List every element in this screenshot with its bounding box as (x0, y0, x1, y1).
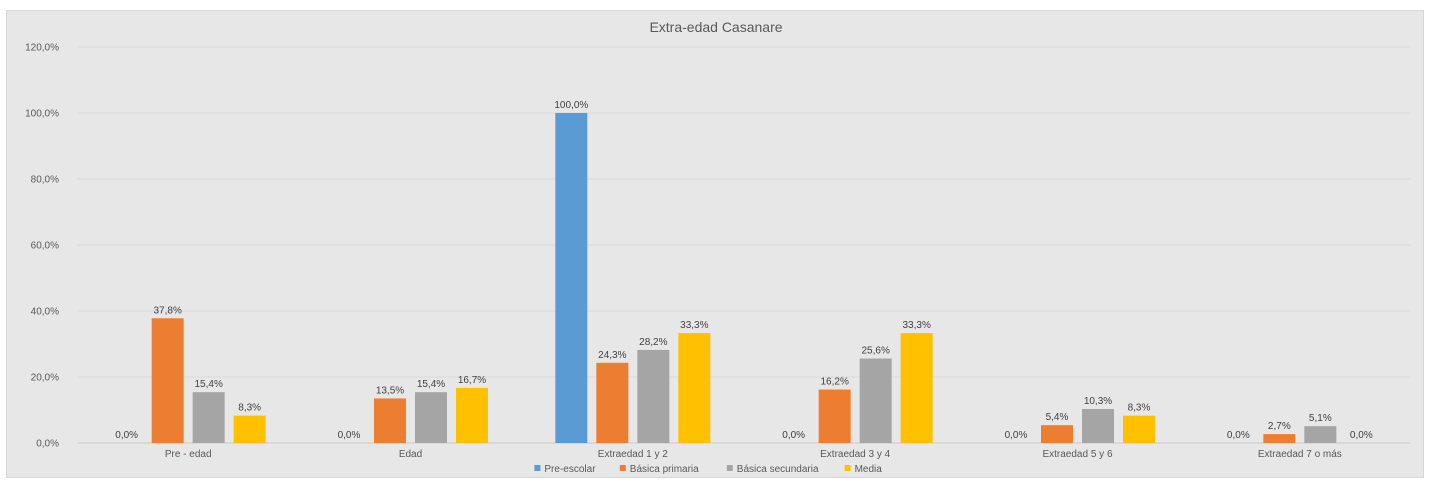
x-category-label: Extraedad 3 y 4 (820, 449, 890, 460)
chart-title: Extra-edad Casanare (649, 19, 782, 35)
legend-swatch (726, 465, 733, 471)
bar (456, 387, 488, 443)
bar-chart: Extra-edad Casanare 0,0% 20,0% 40,0% 60,0% 8… (25, 19, 1411, 475)
bar (1123, 415, 1155, 443)
bar (1304, 426, 1337, 443)
legend-item: Básica primaria (619, 464, 699, 475)
bar (233, 415, 266, 443)
x-category-label: Extraedad 1 y 2 (598, 449, 668, 460)
legend-item: Básica secundaria (726, 464, 819, 475)
legend-label: Pre-escolar (544, 464, 596, 475)
y-axis-ticks: 0,0% 20,0% 40,0% 60,0% 80,0% 100,0% 120,0% (25, 43, 59, 450)
bar (151, 318, 184, 443)
x-category-label: Pre - edad (165, 449, 212, 460)
data-label: 8,3% (1128, 403, 1151, 414)
data-label: 8,3% (238, 403, 261, 414)
x-category-label: Extraedad 5 y 6 (1042, 449, 1112, 460)
data-label: 15,4% (417, 379, 445, 390)
bar (1263, 434, 1296, 443)
x-category-label: Edad (399, 449, 422, 460)
y-tick-label: 0,0% (36, 439, 59, 450)
data-label: 0,0% (115, 430, 138, 441)
y-tick-label: 80,0% (31, 175, 59, 186)
data-label: 15,4% (194, 379, 222, 390)
gridlines (77, 46, 1411, 444)
data-label: 37,8% (153, 305, 181, 316)
bars (151, 113, 1337, 443)
bar (374, 398, 406, 443)
data-label: 33,3% (680, 320, 708, 331)
data-label: 0,0% (1350, 430, 1373, 441)
data-label: 2,7% (1268, 421, 1291, 432)
bar (818, 389, 851, 443)
data-label: 5,4% (1046, 412, 1069, 423)
x-axis-categories: Pre - edad Edad Extraedad 1 y 2 Extraedad 3… (165, 449, 1342, 460)
data-label: 16,7% (458, 375, 486, 386)
chart-area: Extra-edad Casanare 0,0% 20,0% 40,0% 60,0% 8… (6, 10, 1424, 478)
bar (192, 392, 225, 443)
y-tick-label: 40,0% (31, 307, 59, 318)
bar (1082, 409, 1114, 443)
data-label: 16,2% (820, 377, 848, 388)
y-tick-label: 20,0% (31, 373, 59, 384)
legend-label: Media (855, 464, 883, 475)
bar (678, 333, 711, 443)
bar (637, 349, 670, 443)
y-tick-label: 120,0% (25, 43, 59, 54)
legend-swatch (844, 465, 851, 471)
bar (859, 358, 892, 443)
bar (555, 113, 588, 443)
bar (1041, 425, 1073, 443)
data-label: 33,3% (902, 320, 930, 331)
data-label: 0,0% (1005, 430, 1028, 441)
y-tick-label: 100,0% (25, 109, 59, 120)
data-label: 24,3% (598, 350, 626, 361)
data-label: 28,2% (639, 337, 667, 348)
bar (415, 392, 447, 443)
legend-item: Pre-escolar (534, 464, 596, 475)
data-label: 13,5% (376, 385, 404, 396)
data-label: 25,6% (861, 346, 889, 357)
x-category-label: Extraedad 7 o más (1258, 449, 1342, 460)
data-label: 100,0% (554, 100, 588, 111)
legend-label: Básica secundaria (737, 464, 819, 475)
y-tick-label: 60,0% (31, 241, 59, 252)
legend-swatch (534, 465, 541, 471)
data-label: 10,3% (1084, 396, 1112, 407)
legend: Pre-escolar Básica primaria Básica secunda… (534, 464, 882, 475)
data-label: 0,0% (1227, 430, 1250, 441)
bar (596, 362, 629, 443)
legend-item: Media (844, 464, 883, 475)
data-labels: 0,0% 37,8% 15,4% 8,3% 0,0% 13,5% 15,4% 16,7% 100… (115, 100, 1373, 441)
bar (900, 333, 933, 443)
legend-swatch (619, 465, 626, 471)
data-label: 0,0% (782, 430, 805, 441)
data-label: 0,0% (338, 430, 361, 441)
legend-label: Básica primaria (630, 464, 699, 475)
data-label: 5,1% (1309, 413, 1332, 424)
